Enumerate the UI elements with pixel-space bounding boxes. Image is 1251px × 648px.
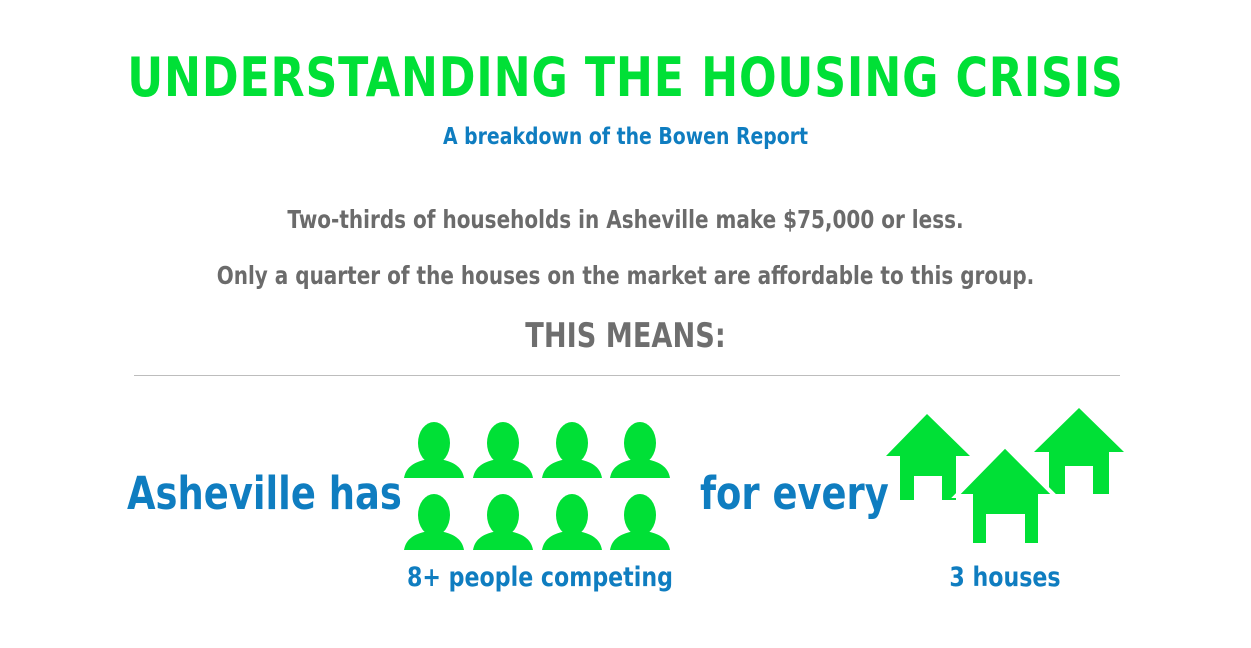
- people-icon-grid: [404, 422, 670, 550]
- person-icon: [610, 422, 670, 478]
- house-icon: [1034, 408, 1124, 494]
- page-subtitle: A breakdown of the Bowen Report: [442, 124, 809, 150]
- person-icon: [473, 422, 533, 478]
- person-icon: [404, 422, 464, 478]
- person-icon: [542, 422, 602, 478]
- divider: [134, 375, 1120, 376]
- houses-caption: 3 houses: [949, 562, 1061, 593]
- houses-icon-group: [886, 408, 1124, 547]
- person-icon: [542, 494, 602, 550]
- page-title: UNDERSTANDING THE HOUSING CRISIS: [127, 46, 1124, 109]
- person-icon: [404, 494, 464, 550]
- phrase-asheville-has: Asheville has: [127, 467, 402, 520]
- stat-households: Two-thirds of households in Asheville ma…: [287, 205, 964, 234]
- phrase-for-every: for every: [700, 467, 889, 520]
- person-icon: [610, 494, 670, 550]
- people-caption: 8+ people competing: [407, 562, 673, 593]
- person-icon: [473, 494, 533, 550]
- this-means-heading: THIS MEANS:: [525, 316, 726, 356]
- house-icon: [886, 414, 970, 500]
- stat-affordable-houses: Only a quarter of the houses on the mark…: [216, 261, 1035, 290]
- house-icon: [951, 443, 1060, 547]
